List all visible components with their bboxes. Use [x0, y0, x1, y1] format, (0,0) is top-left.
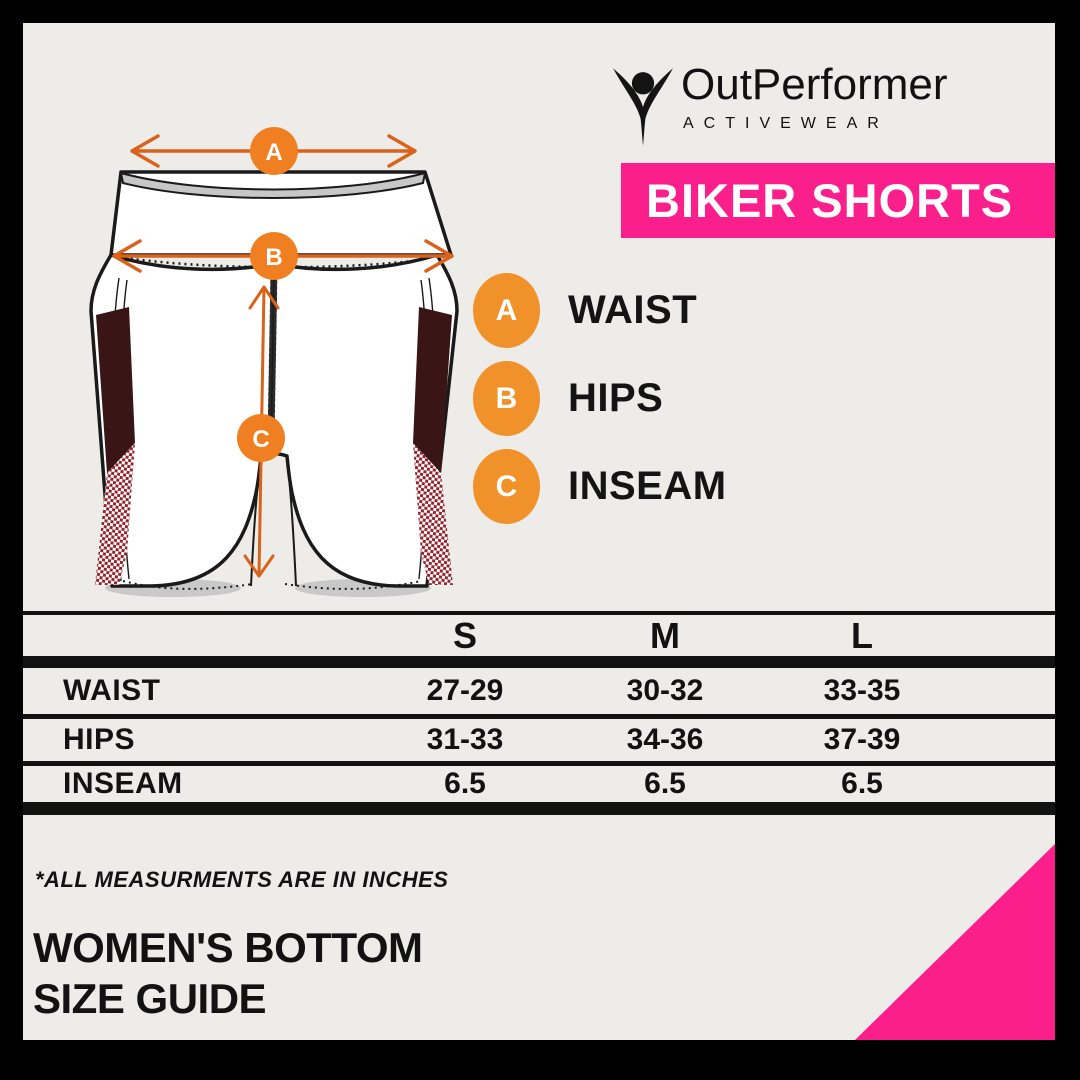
svg-text:C: C [252, 426, 269, 453]
svg-text:A: A [265, 139, 282, 166]
svg-text:B: B [265, 244, 282, 271]
